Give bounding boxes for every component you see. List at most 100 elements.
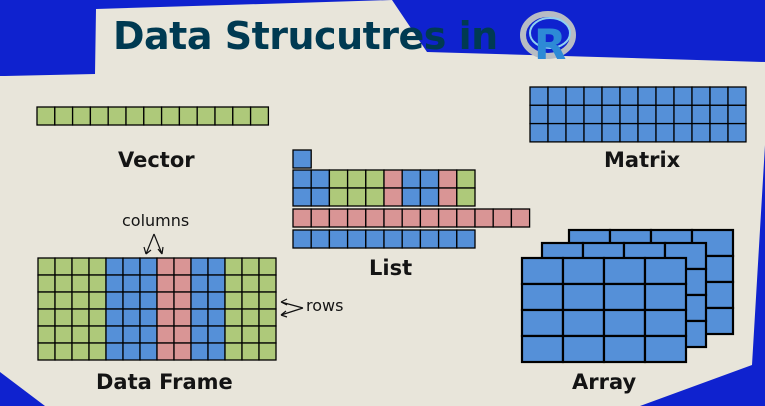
data-frame-cell xyxy=(88,342,107,361)
data-frame-cell xyxy=(105,274,124,293)
matrix-cell xyxy=(673,86,693,106)
vector-cell xyxy=(143,106,163,126)
data-frame-cell xyxy=(71,274,90,293)
columns-arrow-icon xyxy=(143,233,164,255)
svg-text:R: R xyxy=(534,20,566,69)
matrix-cell xyxy=(691,104,711,125)
array-cell xyxy=(561,308,606,338)
matrix-cell xyxy=(637,86,657,106)
data-frame-cell xyxy=(139,257,158,276)
rows-arrow-icon xyxy=(280,298,304,318)
list-cell xyxy=(401,208,422,228)
data-frame-cell xyxy=(122,291,141,310)
matrix-cell xyxy=(709,122,729,143)
list-cell xyxy=(346,169,367,189)
data-frame-cell xyxy=(173,325,192,344)
vector-label: Vector xyxy=(118,148,195,172)
matrix-cell xyxy=(601,86,621,106)
list-cell xyxy=(383,169,403,189)
data-frame-cell xyxy=(37,257,56,276)
list-cell xyxy=(292,187,312,207)
list-cell xyxy=(401,169,422,189)
list-cell xyxy=(510,208,531,228)
data-frame-cell xyxy=(156,274,175,293)
list-cell xyxy=(292,229,312,249)
array-cell xyxy=(602,334,647,364)
matrix-cell xyxy=(655,86,675,106)
array-cell xyxy=(602,256,647,286)
data-frame-cell xyxy=(207,274,226,293)
data-frame-cell xyxy=(37,308,56,327)
matrix-cell xyxy=(547,86,567,106)
list-label: List xyxy=(369,256,413,280)
data-frame-cell xyxy=(88,291,107,310)
vector-cell xyxy=(125,106,145,126)
data-frame-cell xyxy=(190,342,209,361)
data-frame-cell xyxy=(156,308,175,327)
list-cell xyxy=(292,208,312,228)
data-frame-cell xyxy=(54,308,73,327)
data-frame-cell xyxy=(139,291,158,310)
array-cell xyxy=(643,282,688,312)
matrix-cell xyxy=(529,122,549,143)
list-cell xyxy=(401,229,422,249)
data-frame-cell xyxy=(224,257,243,276)
data-frame-cell xyxy=(224,274,243,293)
list-cell xyxy=(456,208,476,228)
data-frame-label: Data Frame xyxy=(96,370,233,394)
array-cell xyxy=(643,334,688,364)
list-cell xyxy=(456,169,476,189)
matrix-cell xyxy=(565,86,585,106)
list-cell xyxy=(401,187,422,207)
data-frame-cell xyxy=(54,257,73,276)
data-frame-cell xyxy=(37,325,56,344)
data-frame-cell xyxy=(71,342,90,361)
data-frame-cell xyxy=(105,291,124,310)
data-frame-cell xyxy=(122,274,141,293)
data-frame-cell xyxy=(71,325,90,344)
data-frame-cell xyxy=(156,291,175,310)
vector-cell xyxy=(178,106,198,126)
list-cell xyxy=(419,187,440,207)
list-cell xyxy=(292,169,312,189)
data-frame-cell xyxy=(122,257,141,276)
data-frame-cell xyxy=(54,291,73,310)
list-cell xyxy=(419,208,440,228)
matrix-cell xyxy=(583,86,603,106)
matrix-cell xyxy=(655,122,675,143)
list-cell xyxy=(292,149,312,169)
matrix-cell xyxy=(655,104,675,125)
list-cell xyxy=(365,187,385,207)
matrix-cell xyxy=(691,86,711,106)
data-frame-cell xyxy=(54,325,73,344)
data-frame-cell xyxy=(122,308,141,327)
matrix-cell xyxy=(727,122,747,143)
list-cell xyxy=(346,187,367,207)
data-frame-cell xyxy=(88,308,107,327)
data-frame-cell xyxy=(139,274,158,293)
list-cell xyxy=(365,208,385,228)
matrix-cell xyxy=(709,86,729,106)
vector-cell xyxy=(89,106,109,126)
data-frame-cell xyxy=(88,274,107,293)
data-frame-cell xyxy=(71,257,90,276)
vector-cell xyxy=(71,106,92,126)
array-cell xyxy=(602,308,647,338)
list-cell xyxy=(346,208,367,228)
page-title: Data Strucutres in xyxy=(113,14,498,58)
data-frame-cell xyxy=(156,342,175,361)
array-cell xyxy=(602,282,647,312)
data-frame-cell xyxy=(122,325,141,344)
matrix-cell xyxy=(619,122,639,143)
matrix-cell xyxy=(727,104,747,125)
data-frame-cell xyxy=(258,342,277,361)
matrix-cell xyxy=(691,122,711,143)
list-cell xyxy=(419,229,440,249)
array-cell xyxy=(643,256,688,286)
data-frame-cell xyxy=(190,274,209,293)
array-cell xyxy=(520,282,565,312)
array-cell xyxy=(643,308,688,338)
matrix-cell xyxy=(619,104,639,125)
list-cell xyxy=(492,208,513,228)
